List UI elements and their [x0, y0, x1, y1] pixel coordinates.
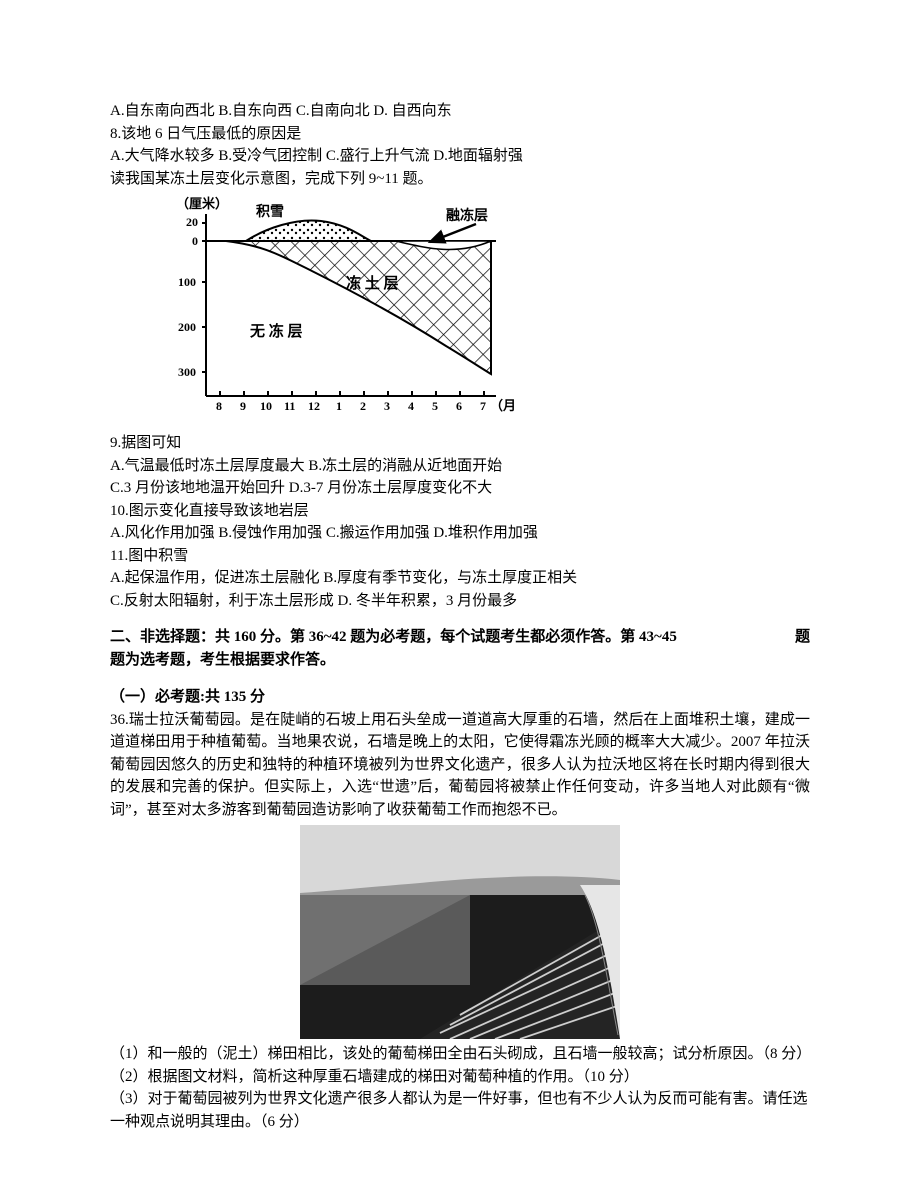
svg-text:11: 11: [284, 399, 295, 413]
xtick-3: 3: [384, 391, 390, 413]
xtick-2: 2: [360, 391, 366, 413]
q36-passage: 36.瑞士拉沃葡萄园。是在陡峭的石坡上用石头垒成一道道高大厚重的石墙，然后在上面…: [110, 709, 810, 822]
label-unfrozen: 无 冻 层: [249, 322, 303, 340]
xtick-6: 6: [456, 391, 462, 413]
vineyard-photo: [300, 825, 620, 1039]
q7-options: A.自东南向西北 B.自东向西 C.自南向北 D. 自西向东: [110, 100, 810, 123]
q36-sub1: （1）和一般的（泥土）梯田相比，该处的葡萄梯田全由石头砌成，且石墙一般较高；试分…: [110, 1043, 810, 1066]
ytick-0: 0: [192, 234, 198, 248]
subsection-1-heading: （一）必考题:共 135 分: [110, 686, 810, 709]
ytick-200: 200: [178, 320, 196, 334]
section-2-heading-a: 二、非选择题：共 160 分。第 36~42 题为必考题，每个试题考生都必须作答…: [110, 629, 677, 645]
q11-options-line2: C.反射太阳辐射，利于冻土层形成 D. 冬半年积累，3 月份最多: [110, 590, 810, 613]
q10-stem: 10.图示变化直接导致该地岩层: [110, 500, 810, 523]
svg-text:12: 12: [308, 399, 320, 413]
q8-stem: 8.该地 6 日气压最低的原因是: [110, 123, 810, 146]
section-2-heading-b: 题为选考题，考生根据要求作答。: [110, 652, 335, 668]
svg-text:1: 1: [336, 399, 342, 413]
q11-options-line1: A.起保温作用，促进冻土层融化 B.厚度有季节变化，与冻土厚度正相关: [110, 567, 810, 590]
svg-text:9: 9: [240, 399, 246, 413]
svg-text:5: 5: [432, 399, 438, 413]
svg-text:6: 6: [456, 399, 462, 413]
section-2-heading-trail: 题: [795, 626, 810, 649]
q9-options-line1: A.气温最低时冻土层厚度最大 B.冻土层的消融从近地面开始: [110, 455, 810, 478]
svg-text:3: 3: [384, 399, 390, 413]
ytick-300: 300: [178, 365, 196, 379]
label-melt: 融冻层: [446, 207, 488, 224]
xtick-11: 11: [284, 391, 295, 413]
xtick-10: 10: [260, 391, 272, 413]
intro-9-11: 读我国某冻土层变化示意图，完成下列 9~11 题。: [110, 168, 810, 191]
q10-options: A.风化作用加强 B.侵蚀作用加强 C.搬运作用加强 D.堆积作用加强: [110, 522, 810, 545]
xtick-12: 12: [308, 391, 320, 413]
q9-options-line2: C.3 月份该地地温开始回升 D.3-7 月份冻土层厚度变化不大: [110, 477, 810, 500]
ytick-20: 20: [186, 215, 198, 229]
frozen-soil-diagram: （厘米） 20 0 100 200 300 积雪 融冻层 冻 土 层 无 冻 层…: [146, 196, 514, 426]
label-snow: 积雪: [256, 203, 284, 220]
q8-options: A.大气降水较多 B.受冷气团控制 C.盛行上升气流 D.地面辐射强: [110, 145, 810, 168]
q36-sub3: （3）对于葡萄园被列为世界文化遗产很多人都认为是一件好事，但也有不少人认为反而可…: [110, 1088, 810, 1133]
q9-stem: 9.据图可知: [110, 432, 810, 455]
xtick-8: 8: [216, 391, 222, 413]
svg-text:8: 8: [216, 399, 222, 413]
label-frozen: 冻 土 层: [346, 274, 399, 292]
section-2-heading: 二、非选择题：共 160 分。第 36~42 题为必考题，每个试题考生都必须作答…: [110, 626, 810, 671]
y-axis-label: （厘米）: [176, 196, 228, 211]
xtick-7: 7: [480, 391, 486, 413]
svg-text:7: 7: [480, 399, 486, 413]
ytick-100: 100: [178, 275, 196, 289]
xtick-5: 5: [432, 391, 438, 413]
q36-sub2: （2）根据图文材料，简析这种厚重石墙建成的梯田对葡萄种植的作用。（10 分）: [110, 1066, 810, 1089]
svg-text:10: 10: [260, 399, 272, 413]
xtick-9: 9: [240, 391, 246, 413]
q11-stem: 11.图中积雪: [110, 545, 810, 568]
xtick-1: 1: [336, 391, 342, 413]
svg-text:2: 2: [360, 399, 366, 413]
svg-text:4: 4: [408, 399, 414, 413]
x-axis-label: （月）: [490, 398, 514, 413]
xtick-4: 4: [408, 391, 414, 413]
